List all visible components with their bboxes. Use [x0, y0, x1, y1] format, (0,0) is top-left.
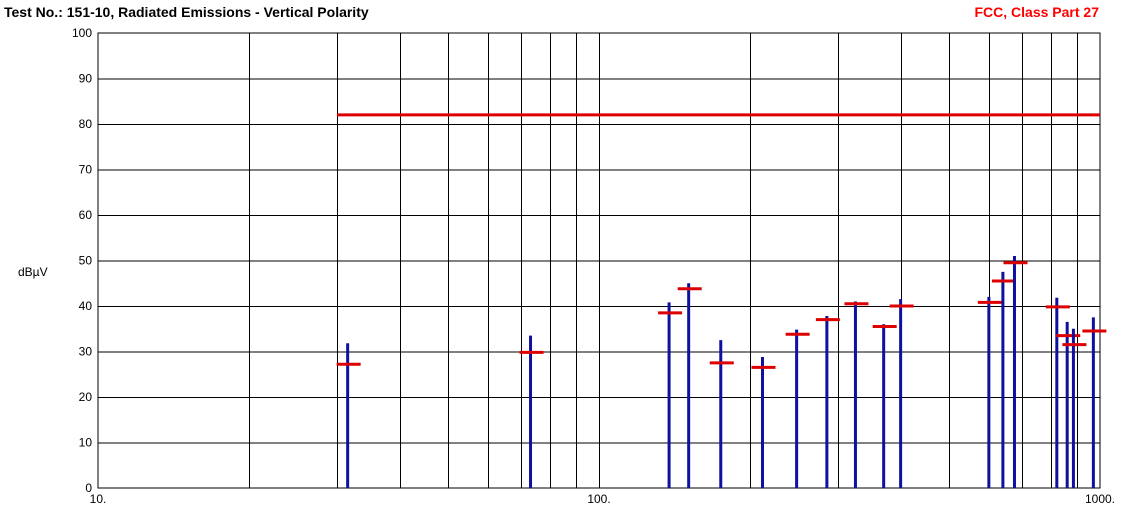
y-tick-label: 60 [79, 208, 93, 222]
grid-layer [97, 32, 1101, 489]
x-tick-label: 100. [587, 492, 610, 506]
y-tick-label: 70 [79, 163, 93, 177]
y-tick-label: 0 [85, 481, 92, 495]
x-tick-label: 10. [90, 492, 107, 506]
y-tick-label: 100 [72, 26, 92, 40]
chart-title: Test No.: 151-10, Radiated Emissions - V… [4, 4, 369, 20]
y-axis-label: dBµV [18, 265, 48, 279]
y-tick-label: 20 [79, 390, 93, 404]
axis-layer: 0 10 20 30 40 50 60 70 80 90 100 10. 100. 1000. [72, 26, 1115, 506]
x-tick-label: 1000. [1085, 492, 1115, 506]
y-tick-label: 40 [79, 299, 93, 313]
y-tick-label: 50 [79, 254, 93, 268]
y-tick-label: 10 [79, 436, 93, 450]
bar-layer [336, 255, 1107, 488]
y-tick-label: 80 [79, 117, 93, 131]
y-tick-label: 30 [79, 345, 93, 359]
chart-subtitle: FCC, Class Part 27 [974, 4, 1100, 20]
y-tick-label: 90 [79, 72, 93, 86]
